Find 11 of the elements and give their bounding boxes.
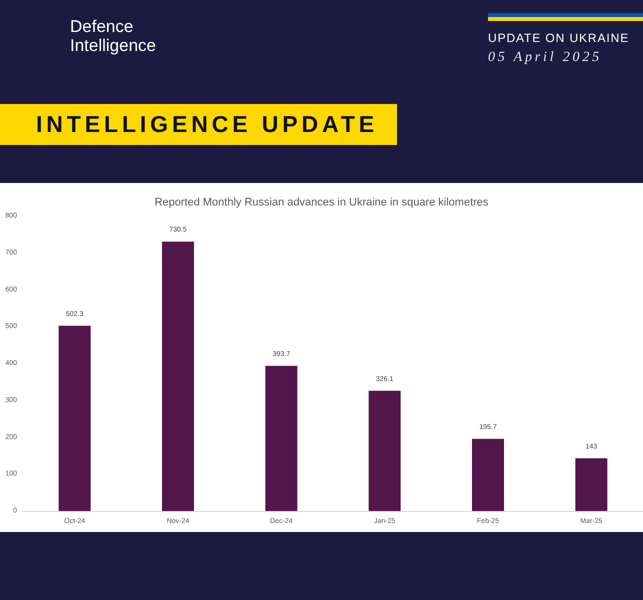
bar — [58, 326, 91, 511]
text: 05 April 2025 — [488, 50, 602, 66]
text: INTELLIGENCE UPDATE — [36, 111, 378, 138]
bar — [162, 242, 194, 511]
chart-title: Reported Monthly Russian advances in Ukraine in square kilometres — [154, 196, 489, 208]
bar — [368, 390, 401, 511]
bar — [575, 458, 608, 511]
bar — [472, 438, 504, 511]
text: Defence Intelligence — [70, 17, 158, 55]
text: UPDATE ON UKRAINE — [488, 31, 630, 45]
bar — [265, 366, 298, 511]
